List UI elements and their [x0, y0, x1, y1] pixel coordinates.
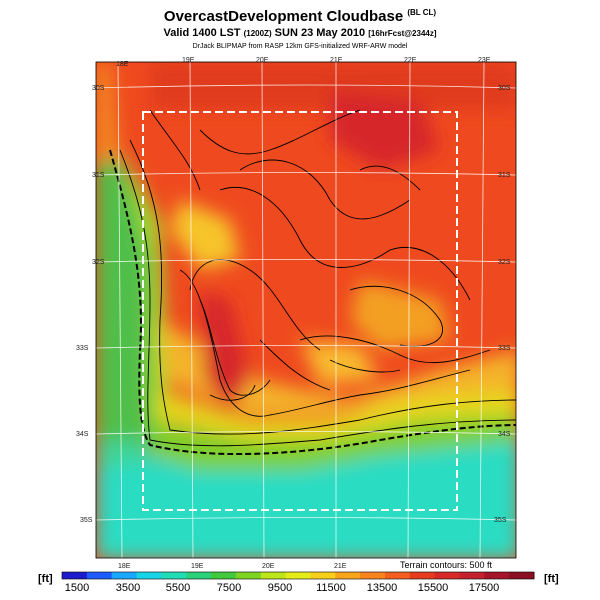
colorbar-swatch [62, 572, 88, 579]
lat-lon-grid [96, 62, 516, 558]
colorbar-ticks: 1500 3500 5500 7500 9500 11500 13500 155… [65, 582, 500, 594]
colorbar-swatch [211, 572, 237, 579]
lat-label-right: 31S [498, 172, 511, 179]
colorbar-unit-right: [ft] [544, 573, 559, 585]
colorbar-swatch [161, 572, 187, 579]
colorbar-tick: 11500 [316, 582, 346, 594]
lat-label-right: 32S [498, 259, 511, 266]
lon-label-top: 21E [330, 57, 343, 64]
colorbar-swatch [235, 572, 262, 579]
colorbar-swatch [285, 572, 311, 579]
colorbar-tick: 1500 [65, 582, 89, 594]
colorbar-swatch [111, 572, 138, 579]
lon-label-top: 20E [256, 57, 269, 64]
colorbar-swatch [136, 572, 162, 579]
lat-label-left: 34S [76, 431, 89, 438]
lon-label-bottom: 20E [262, 563, 275, 570]
colorbar-tick: 5500 [166, 582, 190, 594]
colorbar-swatch [86, 572, 113, 579]
model-credit: DrJack BLIPMAP from RASP 12km GFS-initia… [192, 43, 408, 50]
colorbar-swatch [310, 572, 336, 579]
colorbar-tick: 9500 [268, 582, 292, 594]
inner-domain-box [142, 111, 458, 511]
colorbar-tick: 17500 [469, 582, 500, 594]
colorbar-tick: 7500 [217, 582, 241, 594]
lon-label-top: 22E [404, 57, 417, 64]
colorbar-swatch [509, 572, 535, 579]
colorbar-border [61, 571, 535, 580]
colorbar-unit-left: [ft] [38, 573, 53, 585]
map-title: OvercastDevelopment Cloudbase (BL CL) [163, 8, 437, 25]
cloudbase-field [96, 62, 516, 558]
lat-label-right: 35S [494, 517, 507, 524]
terrain-contour-note: Terrain contours: 500 ft [400, 560, 493, 570]
map-frame [95, 61, 517, 559]
lat-label-right: 33S [498, 345, 511, 352]
lat-label-left: 33S [76, 345, 89, 352]
lat-label-left: 31S [92, 172, 105, 179]
lon-label-top: 19E [182, 57, 195, 64]
lat-label-right: 34S [498, 431, 511, 438]
colorbar-swatch [260, 572, 287, 579]
lat-label-right: 30S [498, 85, 511, 92]
colorbar-tick: 15500 [418, 582, 449, 594]
colorbar-swatch [360, 572, 386, 579]
colorbar-swatch [186, 572, 212, 579]
colorbar-swatch [335, 572, 361, 579]
lat-label-left: 30S [92, 85, 105, 92]
lon-label-bottom: 21E [334, 563, 347, 570]
colorbar-swatch [459, 572, 485, 579]
colorbar-swatch [384, 572, 411, 579]
coastline [109, 149, 516, 456]
lon-label-top: 23E [478, 57, 491, 64]
valid-time: Valid 1400 LST (1200Z) SUN 23 May 2010 [… [163, 27, 437, 39]
colorbar-swatch [434, 572, 460, 579]
colorbar [61, 571, 535, 580]
lon-label-top: 18E [116, 61, 129, 68]
lat-label-left: 32S [92, 259, 105, 266]
lon-label-bottom: 19E [191, 563, 204, 570]
colorbar-swatch [409, 572, 436, 579]
colorbar-tick: 13500 [367, 582, 398, 594]
colorbar-swatch [484, 572, 510, 579]
lon-label-bottom: 18E [118, 563, 131, 570]
colorbar-tick: 3500 [116, 582, 140, 594]
lat-label-left: 35S [80, 517, 93, 524]
